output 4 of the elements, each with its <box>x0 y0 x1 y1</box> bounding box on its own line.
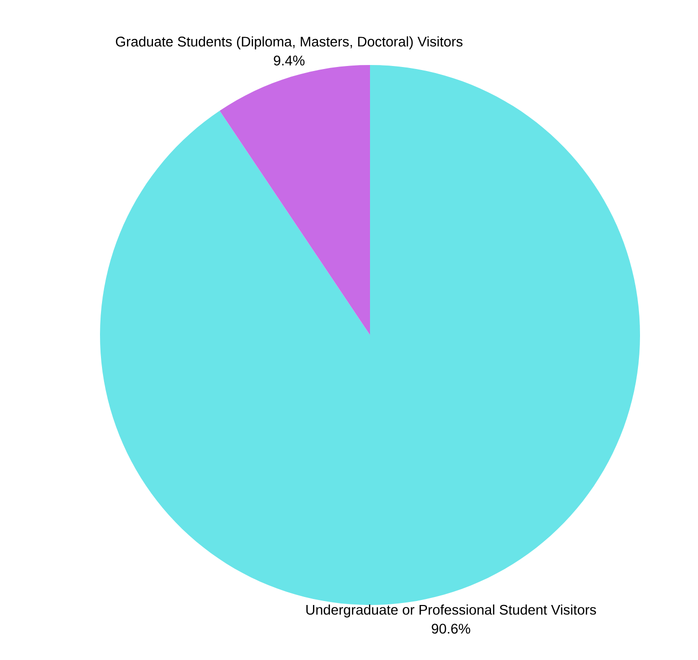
data-label: 90.6% <box>432 624 470 634</box>
slice-label: Graduate Students (Diploma, Masters, Doctoral) Visitors <box>116 36 462 50</box>
data-label: 9.4% <box>274 56 304 66</box>
slice-label: Undergraduate or Professional Student Visitors <box>306 604 596 618</box>
